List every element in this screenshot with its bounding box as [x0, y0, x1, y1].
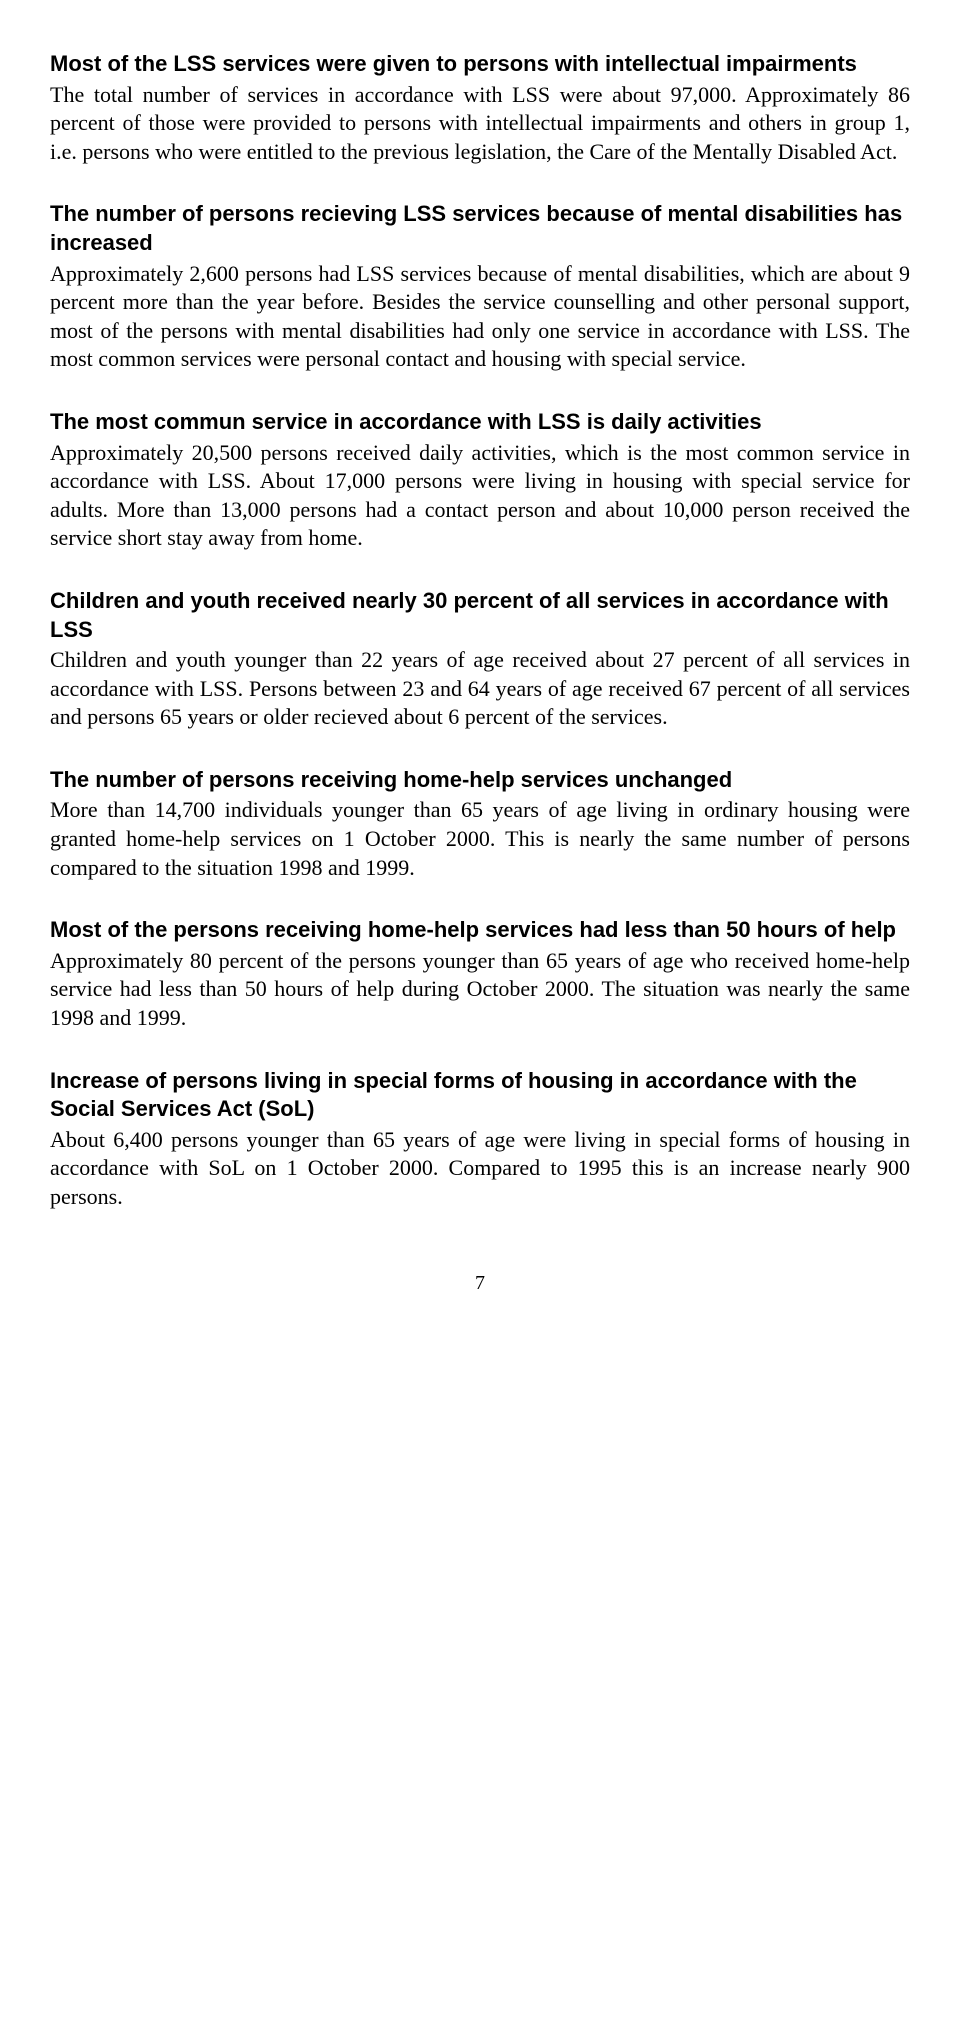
section-heading: The number of persons recieving LSS serv… [50, 200, 910, 257]
section-body: More than 14,700 individuals younger tha… [50, 796, 910, 882]
section-heading: The most commun service in accordance wi… [50, 408, 910, 437]
section-heading: Most of the LSS services were given to p… [50, 50, 910, 79]
section-body: The total number of services in accordan… [50, 81, 910, 167]
section-4: Children and youth received nearly 30 pe… [50, 587, 910, 732]
section-heading: Increase of persons living in special fo… [50, 1067, 910, 1124]
section-body: Approximately 20,500 persons received da… [50, 439, 910, 553]
section-body: Approximately 2,600 persons had LSS serv… [50, 260, 910, 374]
section-heading: Children and youth received nearly 30 pe… [50, 587, 910, 644]
section-heading: Most of the persons receiving home-help … [50, 916, 910, 945]
section-3: The most commun service in accordance wi… [50, 408, 910, 553]
section-body: Approximately 80 percent of the persons … [50, 947, 910, 1033]
section-6: Most of the persons receiving home-help … [50, 916, 910, 1032]
section-2: The number of persons recieving LSS serv… [50, 200, 910, 374]
section-body: Children and youth younger than 22 years… [50, 646, 910, 732]
document-page: Most of the LSS services were given to p… [0, 0, 960, 1325]
section-heading: The number of persons receiving home-hel… [50, 766, 910, 795]
section-7: Increase of persons living in special fo… [50, 1067, 910, 1212]
section-body: About 6,400 persons younger than 65 year… [50, 1126, 910, 1212]
section-5: The number of persons receiving home-hel… [50, 766, 910, 882]
section-1: Most of the LSS services were given to p… [50, 50, 910, 166]
page-number: 7 [50, 1272, 910, 1295]
